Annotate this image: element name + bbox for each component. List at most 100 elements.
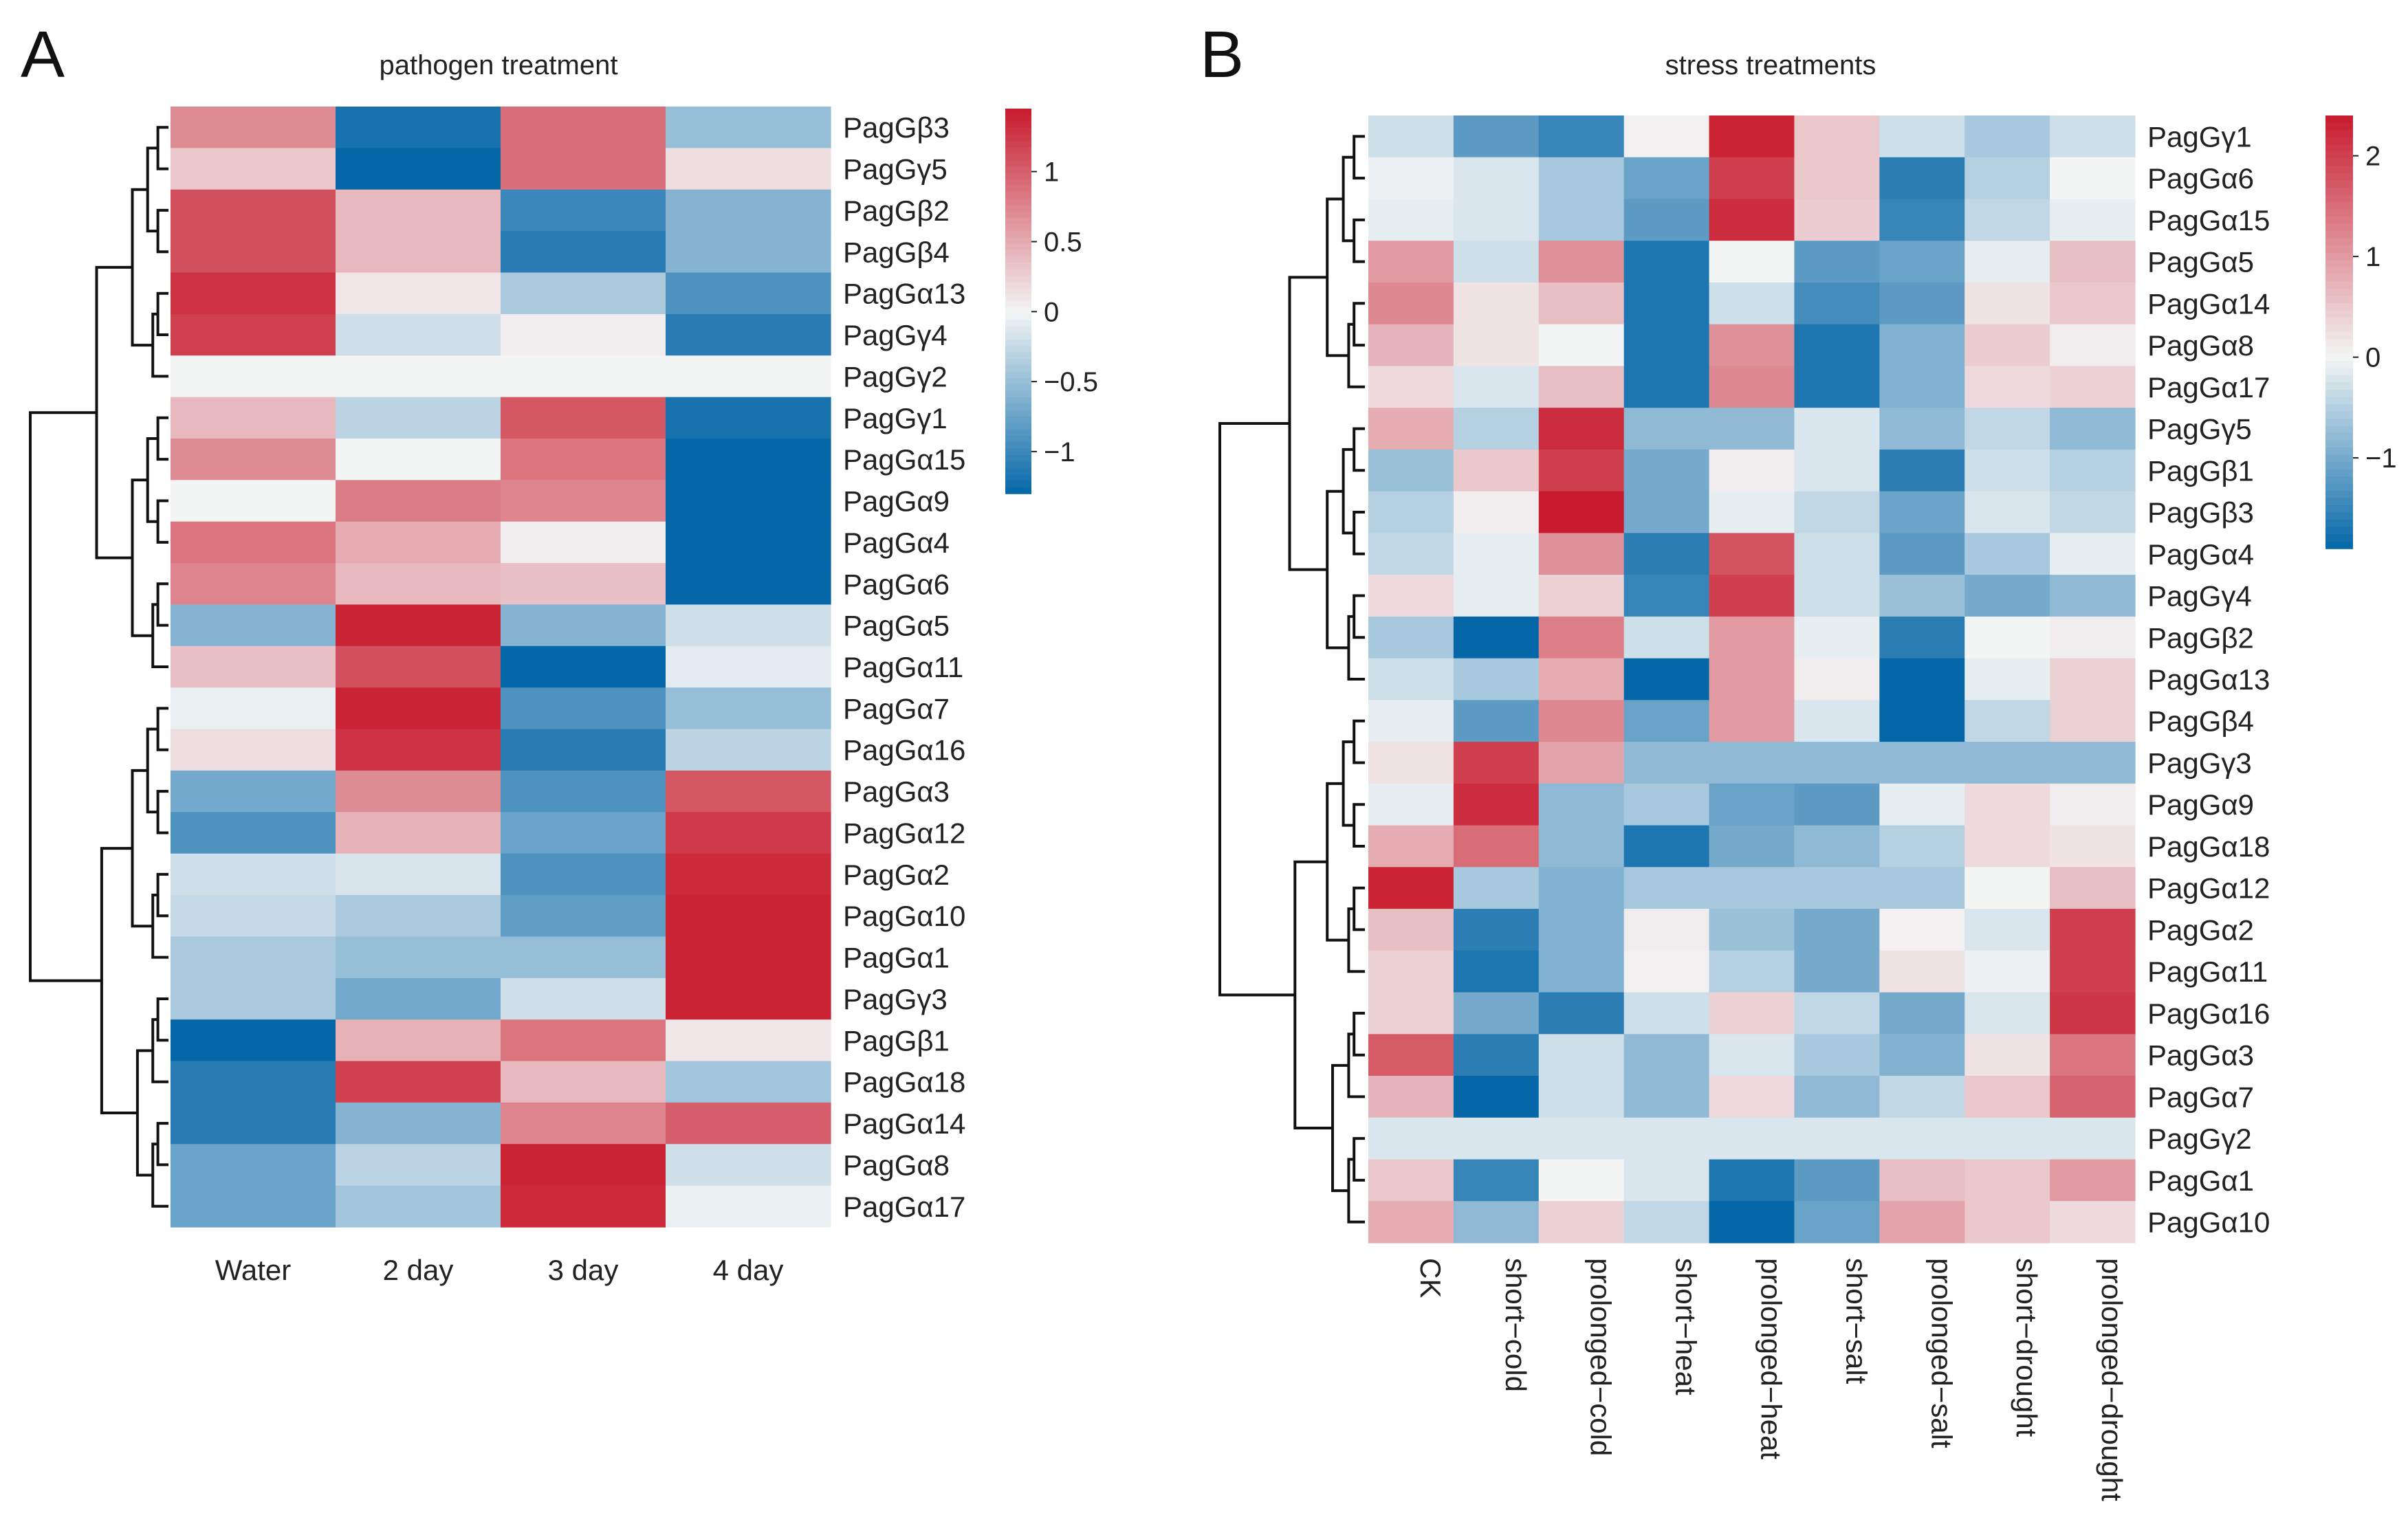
heatmap-cell — [2050, 1117, 2136, 1160]
heatmap-cell — [1964, 909, 2050, 951]
colorbar-segment — [1005, 173, 1031, 180]
heatmap-cell — [336, 895, 501, 938]
heatmap-cell — [1368, 533, 1454, 575]
heatmap-cell — [336, 853, 501, 896]
heatmap-cell — [1623, 658, 1710, 700]
dendrogram-branch — [1347, 907, 1365, 973]
dendrogram-branch — [156, 707, 168, 751]
colorbar-segment — [1005, 320, 1031, 328]
colorbar-segment — [1005, 436, 1031, 443]
heatmap-cell — [1879, 366, 1965, 408]
heatmap-cell — [501, 770, 666, 813]
heatmap-cell — [1964, 825, 2050, 868]
colorbar-segment — [2325, 382, 2353, 390]
heatmap-cell — [336, 770, 501, 813]
heatmap-cell — [1964, 449, 2050, 492]
heatmap-cell — [666, 480, 831, 522]
column-label: prolonged−cold — [1585, 1258, 1617, 1456]
dendrogram-branch — [1347, 1158, 1365, 1224]
colorbar-segment — [1005, 128, 1031, 135]
heatmap-cell — [1538, 1159, 1625, 1202]
heatmap-cell — [1879, 1076, 1965, 1118]
heatmap-cell — [1623, 575, 1710, 617]
heatmap-cell — [1794, 366, 1880, 408]
row-label: PagGβ2 — [2147, 621, 2254, 654]
heatmap-cell — [666, 313, 831, 356]
heatmap-cell — [1538, 783, 1625, 826]
heatmap-cell — [1879, 616, 1965, 659]
row-label: PagGγ3 — [843, 983, 948, 1015]
heatmap-cell — [1709, 992, 1795, 1035]
heatmap-cell — [501, 438, 666, 481]
colorbar-segment — [2325, 217, 2353, 225]
heatmap-cell — [1794, 616, 1880, 659]
heatmap-cell — [1538, 742, 1625, 784]
colorbar-segment — [1005, 198, 1031, 206]
colorbar-segment — [1005, 115, 1031, 122]
heatmap-cell — [1709, 700, 1795, 742]
colorbar-segment — [2325, 433, 2353, 441]
heatmap-cell — [501, 812, 666, 854]
colorbar-segment — [2325, 188, 2353, 196]
heatmap-cell — [1368, 241, 1454, 283]
row-label: PagGα14 — [843, 1107, 965, 1140]
colorbar-segment — [2325, 512, 2353, 520]
heatmap-cell — [1538, 700, 1625, 742]
dendrogram-branch — [156, 416, 168, 461]
heatmap-cell — [1623, 742, 1710, 784]
heatmap-cell — [501, 189, 666, 232]
dendrogram-branch — [1342, 740, 1355, 827]
heatmap-cell — [1964, 742, 2050, 784]
heatmap-cell — [1368, 491, 1454, 534]
heatmap-cell — [666, 189, 831, 232]
heatmap-cell — [1453, 408, 1540, 450]
heatmap-cell — [501, 563, 666, 606]
heatmap-cell — [1964, 658, 2050, 700]
dendrogram-branch — [156, 1122, 168, 1167]
heatmap-cell — [336, 148, 501, 190]
colorbar-segment — [1005, 378, 1031, 386]
row-label: PagGβ4 — [2147, 705, 2254, 738]
column-label: short−heat — [1670, 1258, 1703, 1395]
heatmap-cell — [1368, 783, 1454, 826]
colorbar-segment — [1005, 211, 1031, 219]
colorbar-segment — [1005, 340, 1031, 347]
heatmap-cell — [1368, 616, 1454, 659]
colorbar-segment — [1005, 467, 1031, 475]
heatmap-cell — [1709, 658, 1795, 700]
colorbar-segment — [1005, 269, 1031, 276]
dendrogram-branch — [1347, 615, 1365, 681]
heatmap-cell — [1794, 992, 1880, 1035]
heatmap-cell — [1623, 783, 1710, 826]
heatmap-cell — [1964, 992, 2050, 1035]
dendrogram-branch — [1353, 1137, 1365, 1182]
row-label: PagGα16 — [843, 734, 965, 766]
heatmap-cell — [1368, 157, 1454, 200]
row-label: PagGγ5 — [843, 153, 948, 186]
dendrogram-branch — [156, 126, 168, 170]
row-label: PagGα4 — [843, 527, 950, 559]
column-label: prolonged−heat — [1755, 1258, 1788, 1459]
heatmap-cell — [1794, 241, 1880, 283]
heatmap-cell — [1623, 700, 1710, 742]
heatmap-cell — [1368, 1034, 1454, 1076]
heatmap-cell — [171, 1185, 336, 1228]
heatmap-cell — [501, 521, 666, 564]
heatmap-cell — [336, 1185, 501, 1228]
colorbar-segment — [2325, 289, 2353, 297]
heatmap-cell — [1964, 157, 2050, 200]
heatmap-cell — [336, 563, 501, 606]
dendrogram-branch — [151, 312, 168, 378]
heatmap-cell — [1623, 449, 1710, 492]
heatmap-cell — [1368, 282, 1454, 325]
heatmap-cell — [1453, 282, 1540, 325]
heatmap-cell — [2050, 825, 2136, 868]
dendrogram-branch — [1353, 886, 1365, 931]
heatmap-cell — [1709, 282, 1795, 325]
dendrogram-branch — [1218, 422, 1295, 997]
heatmap-cell — [1453, 992, 1540, 1035]
heatmap-cell — [336, 1102, 501, 1145]
heatmap-cell — [666, 107, 831, 148]
colorbar-segment — [2325, 180, 2353, 188]
